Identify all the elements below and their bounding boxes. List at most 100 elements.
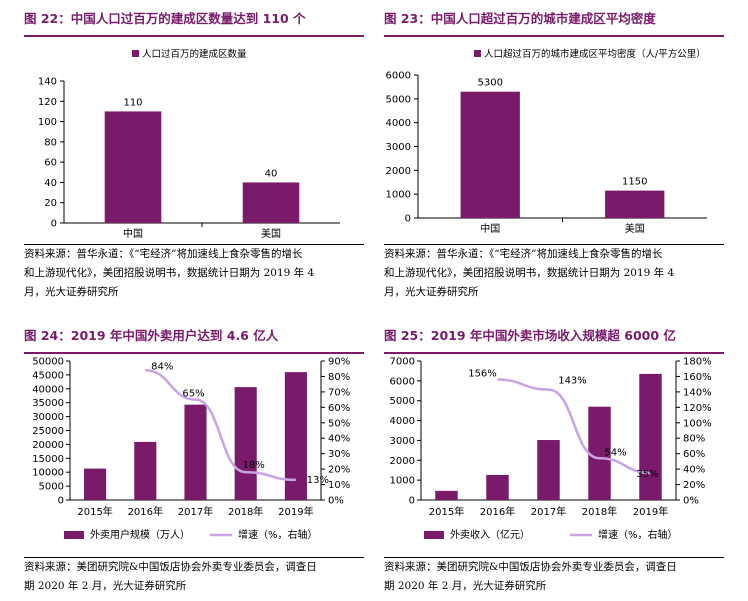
legend-swatch — [424, 531, 444, 539]
y-tick-label: 60 — [44, 158, 57, 169]
chart-22: 人口过百万的建成区数量 0 20 40 60 80 100 120 140 110 中国 40 美国 — [38, 48, 340, 240]
chart-25: 0 1000 2000 3000 4000 5000 6000 7000 0% 20% 40% 60%… — [390, 357, 712, 542]
x-tick-label: 美国 — [261, 227, 281, 240]
y-tick-label: 2000 — [390, 456, 415, 467]
y-tick-label: 40 — [44, 178, 57, 189]
y2-tick-label: 160% — [683, 372, 712, 383]
line-label: 84% — [151, 361, 173, 372]
y-tick-label: 3000 — [390, 436, 415, 447]
y-tick-label: 5000 — [386, 94, 411, 105]
bar — [184, 404, 207, 500]
source-line: 和上游现代化》，美团招股说明书，数据统计日期为 2019 年 4 — [24, 267, 315, 279]
x-tick-label: 2016年 — [480, 505, 515, 518]
y-tick-label: 2000 — [386, 166, 411, 177]
legend-label: 人口过百万的建成区数量 — [142, 48, 247, 60]
line-label: 18% — [243, 460, 265, 471]
source-line: 期 2020 年 2 月，光大证券研究所 — [384, 580, 547, 592]
growth-line — [497, 378, 651, 475]
x-tick-label: 中国 — [123, 227, 143, 240]
figure-title: 图 23：中国人口超过百万的城市建成区平均密度 — [384, 11, 656, 26]
x-tick-label: 美国 — [625, 222, 645, 235]
data-label: 110 — [123, 97, 142, 108]
y-tick-label: 4000 — [390, 416, 415, 427]
y-tick-label: 80 — [44, 137, 57, 148]
line-label: 65% — [182, 389, 204, 400]
source-line: 资料来源：普华永道：《“宅经济”将加速线上食杂零售的增长 — [24, 248, 303, 260]
y-tick-label: 5000 — [39, 482, 64, 493]
legend-swatch — [132, 50, 139, 57]
bar — [537, 440, 560, 500]
figure-title: 图 24：2019 年中国外卖用户达到 4.6 亿人 — [24, 328, 279, 343]
y-tick-label: 0 — [58, 496, 64, 507]
bar — [588, 406, 611, 500]
x-tick-label: 2016年 — [128, 505, 163, 518]
y2-tick-label: 80% — [683, 434, 705, 445]
y-tick-label: 45000 — [32, 370, 64, 381]
y-tick-label: 6000 — [386, 71, 411, 82]
x-tick-label: 中国 — [480, 222, 500, 235]
data-label: 1150 — [622, 177, 647, 188]
line-label: 13% — [307, 475, 329, 486]
source-line: 月，光大证券研究所 — [24, 286, 119, 298]
y2-tick-label: 40% — [683, 465, 705, 476]
y2-tick-label: 50% — [328, 418, 350, 429]
y2-tick-label: 100% — [683, 418, 712, 429]
y2-tick-label: 120% — [683, 403, 712, 414]
y2-tick-label: 140% — [683, 387, 712, 398]
x-tick-label: 2015年 — [429, 505, 464, 518]
source-line: 资料来源：普华永道：《“宅经济”将加速线上食杂零售的增长 — [384, 248, 663, 260]
title-rule — [384, 35, 724, 37]
x-tick-label: 2018年 — [582, 505, 617, 518]
y-tick-label: 3000 — [386, 142, 411, 153]
source-line: 期 2020 年 2 月，光大证券研究所 — [24, 580, 187, 592]
figure-23-panel: 图 23：中国人口超过百万的城市建成区平均密度 人口超过百万的城市建成区平均密度… — [384, 8, 724, 298]
growth-line — [145, 369, 296, 482]
source-line: 月，光大证券研究所 — [384, 286, 479, 298]
y2-tick-label: 0% — [328, 496, 344, 507]
line-label: 156% — [468, 369, 497, 380]
bottom-rule — [384, 557, 724, 558]
y2-tick-label: 40% — [328, 434, 350, 445]
y-tick-label: 6000 — [390, 376, 415, 387]
source-note: 资料来源：普华永道：《“宅经济”将加速线上食杂零售的增长 和上游现代化》，美团招… — [384, 245, 724, 302]
bar — [460, 91, 520, 218]
source-note: 资料来源：普华永道：《“宅经济”将加速线上食杂零售的增长 和上游现代化》，美团招… — [24, 245, 364, 302]
data-label: 5300 — [478, 78, 503, 89]
y2-tick-label: 20% — [328, 465, 350, 476]
x-tick-label: 2017年 — [178, 505, 213, 518]
legend-swatch — [64, 531, 84, 539]
x-tick-label: 2019年 — [278, 505, 313, 518]
title-rule — [24, 35, 364, 37]
legend-label: 外卖用户规模（万人） — [90, 528, 190, 541]
y-tick-label: 25000 — [32, 426, 64, 437]
y-tick-label: 100 — [38, 117, 57, 128]
y2-tick-label: 30% — [328, 449, 350, 460]
y-tick-label: 4000 — [386, 118, 411, 129]
y-tick-label: 5000 — [390, 396, 415, 407]
y-tick-label: 0 — [405, 214, 411, 225]
bottom-rule — [24, 557, 364, 558]
source-line: 资料来源：美团研究院&中国饭店协会外卖专业委员会，调查日 — [384, 561, 677, 573]
y-tick-label: 15000 — [32, 454, 64, 465]
y-tick-label: 140 — [38, 77, 57, 88]
line-label: 35% — [636, 469, 658, 480]
legend-label: 增速（%，右轴） — [598, 528, 678, 541]
title-rule — [24, 352, 364, 354]
bar — [84, 468, 107, 500]
y-tick-label: 40000 — [32, 384, 64, 395]
y-tick-label: 35000 — [32, 398, 64, 409]
bar — [234, 387, 257, 500]
bar — [104, 111, 162, 223]
y-tick-label: 0 — [409, 496, 415, 507]
y-tick-label: 1000 — [386, 190, 411, 201]
y-tick-label: 0 — [51, 219, 57, 230]
legend-label: 外卖收入（亿元） — [450, 528, 530, 541]
source-note: 资料来源：美团研究院&中国饭店协会外卖专业委员会，调查日 期 2020 年 2 … — [24, 558, 364, 596]
y2-tick-label: 60% — [328, 403, 350, 414]
y-tick-label: 7000 — [390, 357, 415, 368]
bar — [242, 182, 300, 223]
source-note: 资料来源：美团研究院&中国饭店协会外卖专业委员会，调查日 期 2020 年 2 … — [384, 558, 724, 596]
y-tick-label: 1000 — [390, 476, 415, 487]
source-line: 和上游现代化》，美团招股说明书，数据统计日期为 2019 年 4 — [384, 267, 675, 279]
figure-25-panel: 图 25：2019 年中国外卖市场收入规模超 6000 亿 0 1000 2000 3… — [384, 325, 724, 595]
